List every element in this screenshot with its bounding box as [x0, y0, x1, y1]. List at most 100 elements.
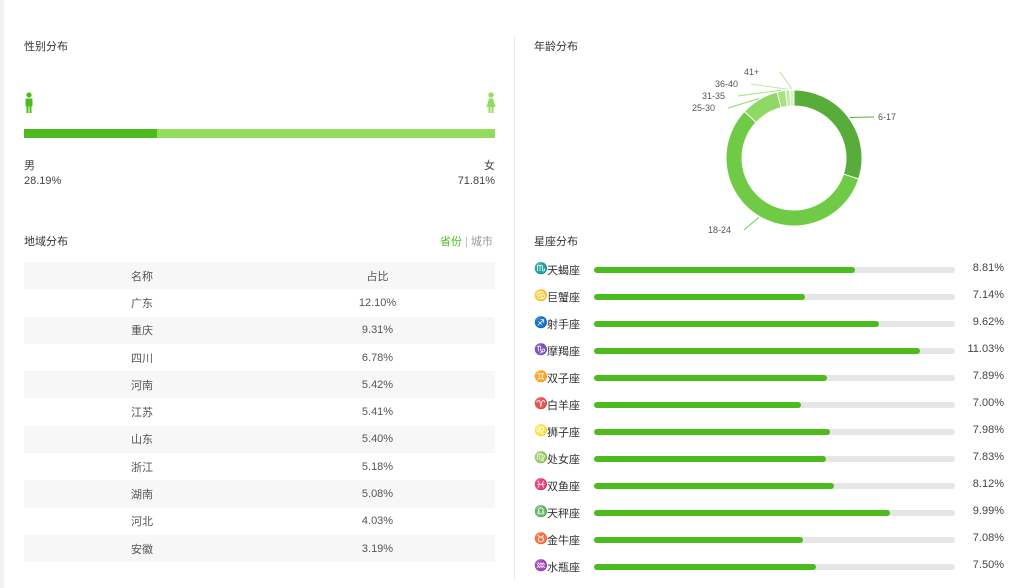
- constellation-row: ♒ 水瓶座 7.50%: [534, 559, 1014, 574]
- region-name: 安徽: [131, 543, 153, 556]
- region-ratio: 5.42%: [361, 378, 394, 391]
- constellation-name: 白羊座: [547, 400, 580, 412]
- female-percentage: 71.81%: [457, 175, 495, 187]
- constellation-row: ♍ 处女座 7.83%: [534, 451, 1014, 466]
- table-row: 安徽 3.19%: [24, 534, 495, 563]
- age-label: 18-24: [708, 225, 731, 235]
- constellation-bar-track: [594, 402, 955, 408]
- male-percentage: 28.19%: [24, 175, 62, 187]
- constellation-row: ♋ 巨蟹座 7.14%: [534, 289, 1014, 304]
- age-label: 25-30: [692, 103, 715, 113]
- constellation-bar-fill: [594, 510, 890, 516]
- male-icon: [25, 92, 33, 113]
- region-name: 浙江: [131, 461, 153, 474]
- constellation-percentage: 9.99%: [972, 505, 1004, 517]
- constellation-bar-track: [594, 456, 955, 462]
- constellation-row: ♉ 金牛座 7.08%: [534, 532, 1014, 547]
- age-slice-6-17[interactable]: [793, 89, 863, 180]
- constellation-bar-track: [594, 537, 955, 543]
- age-leader-line: [750, 83, 788, 90]
- constellation-row: ♐ 射手座 9.62%: [534, 316, 1014, 331]
- age-leader-line: [737, 89, 782, 97]
- age-slice-41+[interactable]: [789, 89, 795, 107]
- constellation-name: 金牛座: [547, 535, 580, 547]
- constellation-percentage: 11.03%: [967, 343, 1005, 355]
- constellation-percentage: 8.81%: [972, 262, 1004, 274]
- constellation-row: ♊ 双子座 7.89%: [534, 370, 1014, 385]
- constellation-bar-fill: [594, 429, 831, 435]
- constellation-name: 天秤座: [547, 508, 580, 520]
- constellation-row: ♓ 双鱼座 8.12%: [534, 478, 1014, 493]
- constellation-row: ♏ 天蝎座 8.81%: [534, 262, 1014, 277]
- age-label: 6-17: [878, 112, 896, 122]
- region-name: 河北: [131, 516, 153, 529]
- constellation-bar-fill: [594, 348, 921, 354]
- region-ratio: 3.19%: [361, 542, 394, 555]
- region-table: 名称 占比 广东 12.10% 重庆 9.31% 四川 6.78% 河南 5.42% 江…: [24, 262, 495, 563]
- region-name: 河南: [131, 379, 153, 392]
- toggle-province[interactable]: 省份: [440, 236, 462, 248]
- table-row: 浙江 5.18%: [24, 453, 495, 480]
- constellation-bar-fill: [594, 564, 816, 570]
- region-name: 江苏: [131, 407, 153, 420]
- constellation-percentage: 7.83%: [972, 451, 1004, 463]
- constellation-percentage: 7.08%: [972, 532, 1004, 544]
- region-name: 四川: [131, 352, 153, 365]
- age-slice-18-24[interactable]: [725, 110, 860, 227]
- taurus-icon: ♉: [534, 533, 548, 545]
- constellation-name: 狮子座: [547, 427, 580, 439]
- region-name: 重庆: [131, 325, 153, 338]
- constellation-name: 双子座: [547, 373, 580, 385]
- gender-bar-male-fill: [24, 129, 157, 138]
- age-donut-chart: 6-17 18-24 25-30 31-35 36-40 41+: [692, 67, 896, 235]
- region-ratio: 5.18%: [361, 460, 394, 473]
- column-divider: [514, 35, 515, 580]
- region-ratio: 9.31%: [361, 324, 394, 337]
- aries-icon: ♈: [534, 398, 548, 410]
- female-icon: [486, 92, 496, 113]
- constellation-name: 处女座: [547, 454, 580, 466]
- table-row: 河北 4.03%: [24, 508, 495, 535]
- constellation-bar-fill: [594, 537, 804, 543]
- constellation-row: ♎ 天秤座 9.99%: [534, 505, 1014, 520]
- gender-title: 性别分布: [24, 41, 68, 53]
- constellation-bar-track: [594, 348, 955, 354]
- sagittarius-icon: ♐: [534, 317, 548, 329]
- toggle-city[interactable]: 城市: [470, 236, 493, 248]
- constellation-bar-track: [594, 429, 955, 435]
- constellation-bar-fill: [594, 321, 879, 327]
- constellation-percentage: 7.50%: [972, 559, 1004, 571]
- constellation-name: 双鱼座: [547, 481, 580, 493]
- column-header-ratio: 占比: [366, 270, 389, 283]
- column-header-name: 名称: [131, 270, 153, 283]
- female-label: 女: [484, 160, 495, 172]
- region-name: 湖南: [131, 489, 153, 502]
- toggle-separator: |: [465, 236, 468, 248]
- constellation-bar-track: [594, 375, 955, 381]
- constellation-row: ♈ 白羊座 7.00%: [534, 397, 1014, 412]
- region-name: 广东: [131, 297, 153, 310]
- age-label: 31-35: [702, 91, 725, 101]
- constellation-row: ♌ 狮子座 7.98%: [534, 424, 1014, 439]
- gender-bar: [24, 129, 495, 138]
- gemini-icon: ♊: [534, 371, 548, 383]
- constellation-name: 巨蟹座: [547, 292, 580, 304]
- table-row: 山东 5.40%: [24, 425, 495, 454]
- age-leader-line: [727, 98, 760, 109]
- constellation-name: 水瓶座: [547, 562, 580, 574]
- age-title: 年龄分布: [534, 41, 578, 53]
- constellation-percentage: 9.62%: [972, 316, 1004, 328]
- table-row: 湖南 5.08%: [24, 480, 495, 508]
- constellation-bar-track: [594, 564, 955, 570]
- constellation-bar-track: [594, 510, 955, 516]
- constellation-bar-fill: [594, 294, 806, 300]
- region-ratio: 4.03%: [361, 515, 394, 528]
- constellation-name: 天蝎座: [547, 265, 580, 277]
- table-row: 广东 12.10%: [24, 289, 495, 316]
- region-ratio: 6.78%: [361, 351, 394, 364]
- table-row: 四川 6.78%: [24, 344, 495, 371]
- table-row: 江苏 5.41%: [24, 398, 495, 425]
- constellation-bar-fill: [594, 267, 855, 273]
- left-edge: [0, 0, 4, 588]
- leo-icon: ♌: [534, 425, 548, 437]
